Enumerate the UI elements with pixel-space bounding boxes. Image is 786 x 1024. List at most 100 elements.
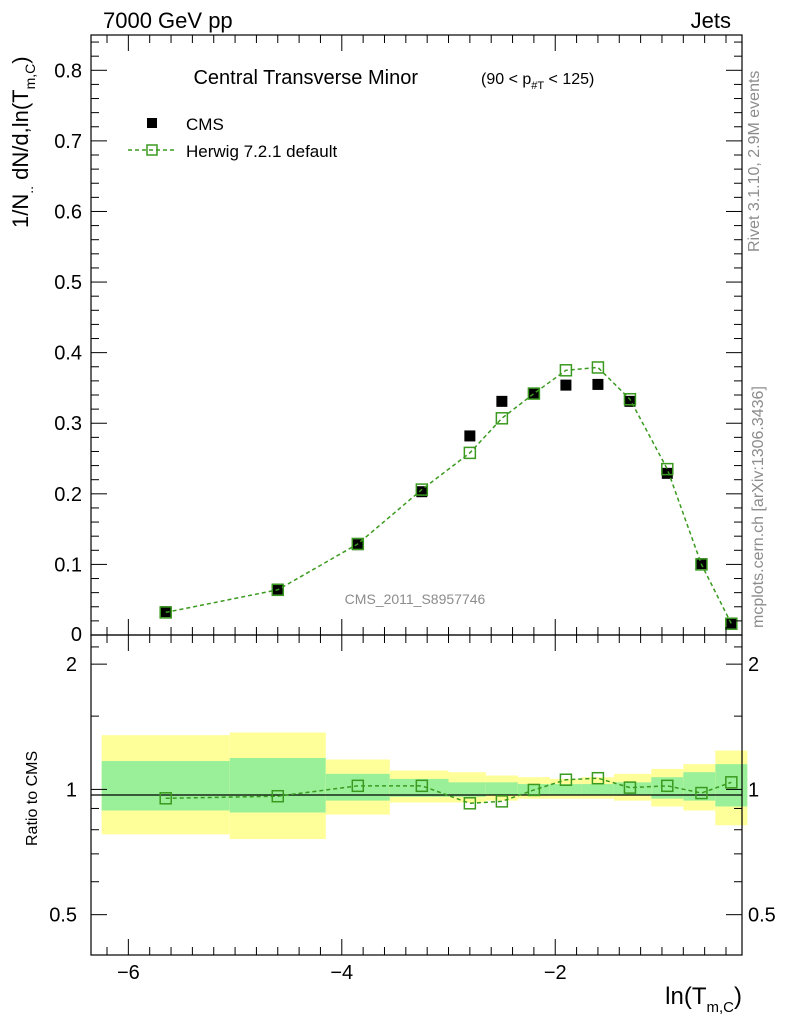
ratio-herwig-point bbox=[559, 773, 573, 786]
plot-title-main: Central Transverse Minor bbox=[193, 67, 418, 89]
category-label: Jets bbox=[691, 8, 731, 33]
main-y-tick-label: 0.1 bbox=[54, 554, 82, 576]
ratio-herwig-point bbox=[527, 783, 541, 797]
herwig-data-point bbox=[351, 537, 365, 551]
ratio-band-inner bbox=[448, 782, 486, 797]
ratio-band-inner bbox=[683, 772, 716, 801]
ratio-herwig-point bbox=[623, 781, 637, 794]
mcplots-label: mcplots.cern.ch [arXiv:1306.3436] bbox=[750, 386, 767, 628]
y-axis-label-post: ) bbox=[8, 56, 33, 63]
main-panel: CMS_2011_S8957746 Central Transverse Min… bbox=[8, 34, 743, 646]
ratio-y-tick-label-right: 0.5 bbox=[748, 905, 776, 927]
x-tick-label: −6 bbox=[117, 962, 140, 984]
herwig-data-point bbox=[271, 583, 285, 597]
y-axis-label-pre: 1/N bbox=[8, 194, 33, 228]
legend-label-cms: CMS bbox=[186, 115, 224, 134]
herwig-data-point bbox=[623, 392, 637, 406]
legend-label-herwig: Herwig 7.2.1 default bbox=[186, 142, 337, 161]
herwig-data-point bbox=[463, 446, 477, 460]
herwig-line bbox=[165, 366, 732, 625]
legend-marker-cms bbox=[147, 118, 157, 128]
cms-data-point bbox=[560, 379, 572, 391]
ratio-panel: 0.5 0.51 12 2 −6 −4 −2 Ratio to CMS ln(Tm,C) bbox=[24, 35, 776, 1016]
ratio-herwig-point bbox=[591, 771, 605, 785]
cms-data-point bbox=[416, 486, 428, 498]
ratio-herwig-point bbox=[271, 789, 285, 803]
herwig-data-point bbox=[725, 617, 738, 630]
main-series-layer bbox=[159, 361, 738, 630]
x-axis-label-sub: m,C bbox=[707, 999, 735, 1016]
title-cut-post: < 125) bbox=[544, 71, 594, 88]
herwig-data-point bbox=[495, 412, 509, 425]
legend-marker-herwig bbox=[146, 144, 158, 156]
ratio-band-inner bbox=[229, 757, 326, 813]
x-axis-label-post: ) bbox=[734, 983, 742, 1010]
x-axis-label: ln(Tm,C) bbox=[665, 983, 742, 1016]
ratio-y-tick-label-left: 0.5 bbox=[49, 905, 77, 927]
ratio-band-inner bbox=[101, 761, 230, 811]
title-cut-sub: #T bbox=[531, 80, 544, 92]
main-y-ticks: 0.1 0.2 0.3 0.4 0.5 0.6 0.7 0.8 0 bbox=[54, 41, 742, 646]
ratio-herwig-point bbox=[463, 797, 477, 810]
ratio-band-inner bbox=[651, 777, 684, 799]
watermark: CMS_2011_S8957746 bbox=[345, 591, 486, 607]
plot-title: Central Transverse Minor bbox=[193, 67, 418, 89]
ratio-herwig-point bbox=[159, 792, 172, 805]
y-axis-label-sub1: .. bbox=[20, 186, 36, 194]
main-y-tick-label-zero: 0 bbox=[71, 624, 82, 646]
cms-data-point bbox=[661, 467, 673, 479]
x-tick-label: −2 bbox=[544, 962, 567, 984]
cms-data-point bbox=[528, 388, 540, 400]
ratio-y-ticks: 0.5 0.5 1 1 2 2 bbox=[49, 646, 776, 927]
ratio-band-inner bbox=[549, 784, 582, 795]
herwig-data-point bbox=[159, 606, 172, 619]
main-y-tick-label: 0.7 bbox=[54, 131, 82, 153]
ratio-band-inner bbox=[581, 784, 614, 795]
ratio-herwig-point bbox=[495, 795, 509, 808]
y-axis-label-sub2: m,C bbox=[22, 64, 38, 90]
ratio-y-tick-label-left: 1 bbox=[66, 779, 77, 801]
ratio-herwig-point bbox=[415, 779, 429, 793]
cms-data-point bbox=[725, 618, 737, 630]
ratio-y-tick-label-left: 2 bbox=[66, 654, 77, 676]
ratio-herwig-point bbox=[351, 779, 365, 793]
herwig-data-point bbox=[415, 483, 429, 496]
ratio-herwig-line bbox=[165, 777, 732, 805]
x-tick-label: −4 bbox=[330, 962, 353, 984]
x-axis-label-pre: ln(T bbox=[665, 983, 707, 1010]
herwig-data-point bbox=[661, 462, 674, 476]
cms-data-point bbox=[496, 395, 508, 407]
ratio-series-layer bbox=[159, 771, 738, 810]
ratio-band-inner bbox=[485, 782, 518, 795]
x-ticks: −6 −4 −2 bbox=[106, 35, 727, 984]
herwig-data-point bbox=[591, 361, 605, 374]
ratio-y-tick-label-right: 2 bbox=[748, 654, 759, 676]
main-y-tick-label: 0.5 bbox=[54, 272, 82, 294]
ratio-band-inner bbox=[325, 773, 390, 801]
cms-data-point bbox=[464, 430, 476, 442]
ratio-bands bbox=[101, 732, 748, 840]
rivet-label: Rivet 3.1.10, 2.9M events bbox=[746, 71, 763, 252]
title-cut-pre: (90 < p bbox=[481, 71, 531, 88]
ratio-herwig-point bbox=[695, 786, 708, 800]
energy-label: 7000 GeV pp bbox=[103, 8, 233, 33]
herwig-data-point bbox=[527, 387, 541, 400]
legend: CMS Herwig 7.2.1 default bbox=[128, 115, 337, 161]
main-y-tick-label: 0.6 bbox=[54, 201, 82, 223]
main-y-tick-label: 0.2 bbox=[54, 484, 82, 506]
herwig-data-point bbox=[559, 364, 573, 377]
ratio-band-inner bbox=[389, 778, 449, 797]
main-y-tick-label: 0.3 bbox=[54, 413, 82, 435]
herwig-data-point bbox=[695, 558, 708, 571]
main-y-tick-label: 0.8 bbox=[54, 60, 82, 82]
ratio-y-tick-label-right: 1 bbox=[748, 779, 759, 801]
cms-data-point bbox=[592, 378, 604, 390]
y-axis-label: 1/N.. dN/d,ln(Tm,C) bbox=[8, 56, 38, 228]
ratio-y-label: Ratio to CMS bbox=[24, 751, 41, 846]
ratio-herwig-point bbox=[725, 776, 738, 789]
main-y-tick-label: 0.4 bbox=[54, 343, 82, 365]
plot-title-cut: (90 < p#T < 125) bbox=[481, 71, 594, 92]
ratio-frame bbox=[90, 634, 743, 956]
ratio-band-inner bbox=[613, 782, 652, 795]
